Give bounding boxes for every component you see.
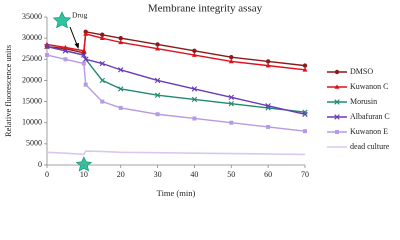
chart-title: Membrane integrity assay (148, 3, 263, 15)
marker (191, 96, 198, 103)
legend-marker (334, 99, 340, 105)
y-tick-label: 25000 (22, 54, 42, 63)
legend-label: Kuwanon C (350, 82, 388, 91)
x-tick-label: 10 (80, 170, 88, 179)
marker (192, 48, 197, 54)
x-axis-label: Time (min) (157, 188, 196, 198)
marker (81, 52, 87, 58)
chart: Membrane integrity assay Time (min) Rela… (3, 3, 390, 198)
marker (155, 112, 160, 117)
y-axis-label: Relative fluorescence units (3, 45, 13, 137)
marker (44, 43, 50, 50)
legend-marker (334, 69, 340, 75)
marker (228, 100, 234, 107)
marker (83, 82, 88, 87)
legend-marker (334, 84, 340, 89)
marker (118, 67, 124, 73)
y-tick-label: 30000 (22, 33, 42, 42)
marker (191, 86, 198, 92)
y-tick-label: 0 (38, 160, 42, 169)
marker (265, 103, 271, 109)
x-tick-label: 30 (154, 170, 162, 179)
marker (265, 63, 271, 68)
legend-label: DMSO (350, 67, 373, 76)
y-tick-label: 15000 (22, 96, 42, 105)
marker (155, 46, 161, 51)
marker (81, 61, 86, 66)
y-tick-label: 20000 (22, 75, 42, 84)
y-tick-label: 10000 (22, 118, 42, 127)
marker (154, 92, 161, 98)
marker (302, 111, 308, 117)
marker (45, 53, 49, 58)
marker (154, 77, 161, 84)
y-tick-label: 5000 (26, 139, 42, 148)
x-tick-label: 0 (45, 170, 49, 179)
legend-label: Albafuran C (350, 112, 390, 121)
marker (228, 94, 234, 101)
axis-star (75, 156, 93, 172)
marker (118, 35, 123, 41)
drug-arrow-head (74, 43, 79, 49)
marker (83, 56, 89, 62)
marker (100, 32, 105, 37)
marker (83, 31, 89, 36)
series-line (46, 150, 306, 156)
marker (191, 52, 197, 57)
legend-label: Morusin (350, 97, 377, 106)
legend-marker (335, 130, 339, 134)
x-tick-label: 50 (227, 170, 235, 179)
marker (81, 48, 87, 53)
marker (229, 54, 234, 60)
marker (62, 44, 68, 50)
marker (228, 58, 234, 64)
drug-star (52, 11, 72, 29)
marker (118, 105, 123, 110)
marker (265, 59, 271, 64)
legend-label: Kuwanon E (350, 127, 388, 136)
marker (192, 116, 197, 121)
marker (155, 42, 160, 47)
x-tick-label: 60 (264, 170, 272, 179)
marker (302, 63, 308, 68)
drug-arrow (69, 26, 78, 46)
y-tick-label: 35000 (22, 12, 42, 21)
marker (100, 99, 105, 104)
marker (118, 86, 124, 92)
marker (63, 57, 68, 62)
legend-label: dead culture (350, 142, 390, 151)
marker (99, 60, 105, 67)
legend-marker (334, 114, 340, 120)
marker (99, 77, 105, 84)
marker (118, 39, 124, 45)
marker (229, 120, 234, 125)
marker (62, 48, 69, 54)
marker (302, 67, 308, 72)
x-tick-label: 20 (117, 170, 125, 179)
x-tick-label: 40 (190, 170, 198, 179)
marker (303, 129, 307, 134)
marker (99, 35, 105, 40)
x-tick-label: 70 (301, 170, 309, 179)
annotation: Drug (72, 11, 88, 20)
marker (266, 124, 271, 129)
